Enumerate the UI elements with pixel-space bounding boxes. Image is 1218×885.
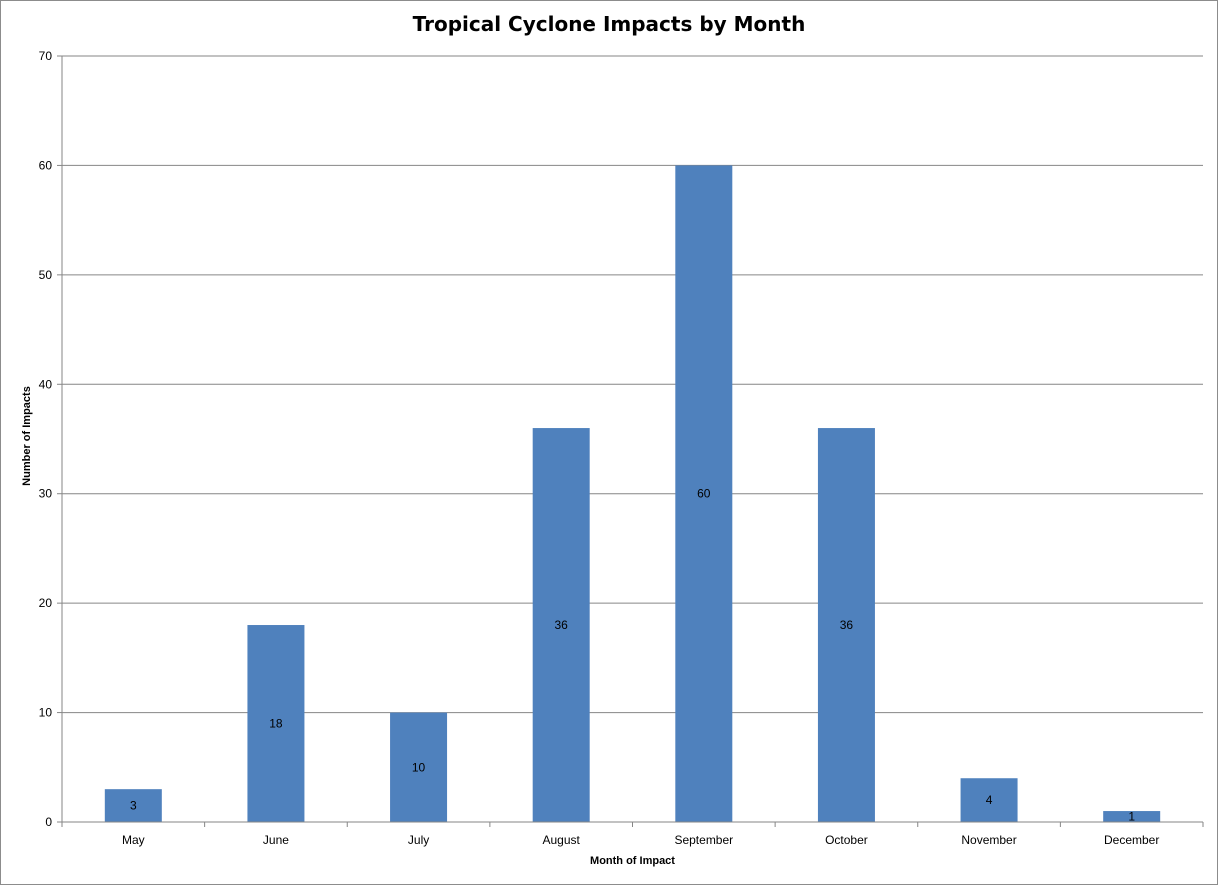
data-label: 10 [412,760,426,774]
x-tick-label: July [408,833,429,847]
data-label: 36 [555,618,569,632]
gridlines [62,55,1203,714]
y-tick-label: 60 [39,158,53,172]
bars: 3 18 10 36 60 36 4 1 [104,165,1161,824]
data-label: 36 [840,618,854,632]
bar [960,778,1018,822]
x-tick-label: June [263,833,289,847]
y-tick-label: 0 [45,815,52,829]
chart-title: Tropical Cyclone Impacts by Month [412,12,806,36]
data-label: 4 [986,793,993,807]
x-tick-label: October [825,833,868,847]
y-axis-label: Number of Impacts [21,386,33,486]
x-tick-label: May [122,833,145,847]
data-label: 3 [130,799,137,813]
bar [390,712,448,822]
x-axis-ticks: May June July August September October Novembe… [61,822,1204,847]
x-axis-label: Month of Impact [590,855,675,867]
bar [532,428,590,822]
y-axis-ticks: 0 10 20 30 40 50 60 70 [39,49,62,829]
x-tick-label: August [543,833,581,847]
x-tick-label: September [674,833,733,847]
bar [675,165,733,822]
bar [1103,811,1161,822]
y-tick-label: 20 [39,596,53,610]
y-tick-label: 50 [39,268,53,282]
data-label: 60 [697,487,711,501]
bar [247,625,305,822]
x-tick-label: November [961,833,1016,847]
bar [104,789,162,822]
y-tick-label: 30 [39,487,53,501]
data-label: 18 [269,717,283,731]
data-label: 1 [1128,810,1135,824]
bar [817,428,875,822]
y-tick-label: 70 [39,49,53,63]
y-tick-label: 40 [39,377,53,391]
y-tick-label: 10 [39,706,53,720]
x-tick-label: December [1104,833,1159,847]
